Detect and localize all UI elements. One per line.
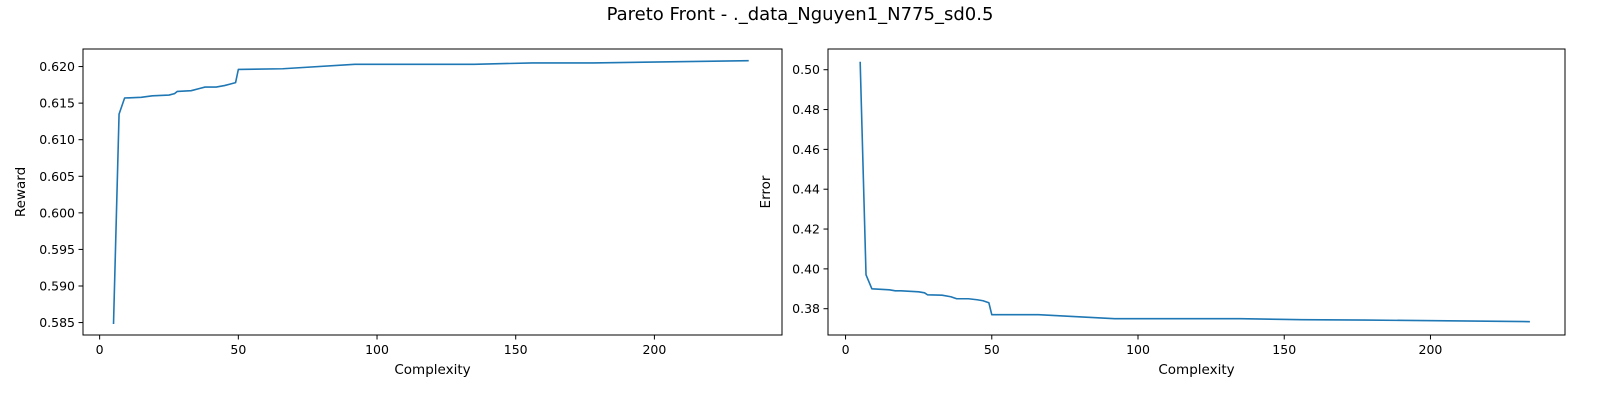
chart-2-y-tick-label: 0.44 bbox=[792, 182, 820, 197]
figure-title: Pareto Front - ._data_Nguyen1_N775_sd0.5 bbox=[606, 4, 994, 25]
chart-1-frame bbox=[82, 48, 783, 336]
chart-2-x-axis-label: Complexity bbox=[1158, 362, 1234, 378]
chart-2-x-tick-label: 50 bbox=[984, 342, 1000, 357]
chart-2-x-tick-label: 150 bbox=[1272, 342, 1296, 357]
chart-1-y-tick-label: 0.590 bbox=[39, 278, 75, 293]
chart-1-x-tick-label: 100 bbox=[365, 342, 389, 357]
chart-1-y-tick-label: 0.620 bbox=[39, 59, 75, 74]
chart-1-y-tick-label: 0.595 bbox=[39, 242, 75, 257]
chart-2-frame bbox=[827, 48, 1566, 336]
chart-1-y-tick-label: 0.585 bbox=[39, 315, 75, 330]
chart-2-y-tick-label: 0.50 bbox=[792, 62, 820, 77]
chart-2-x-tick-label: 200 bbox=[1419, 342, 1443, 357]
chart-1-series-line bbox=[112, 59, 749, 325]
chart-2-y-tick-label: 0.46 bbox=[792, 142, 820, 157]
chart-1-x-tick-label: 200 bbox=[642, 342, 666, 357]
chart-1-y-tick-label: 0.615 bbox=[39, 96, 75, 111]
chart-1-y-tick-label: 0.610 bbox=[39, 132, 75, 147]
chart-1-x-axis-label: Complexity bbox=[394, 362, 470, 378]
chart-2-axes: 0 50 100 150 200 0.38 0.40 0.42 0.44 0.46 0.48 0.50… bbox=[758, 48, 1566, 378]
chart-1-y-axis-label: Reward bbox=[13, 167, 29, 217]
chart-1-x-tick-label: 150 bbox=[504, 342, 528, 357]
chart-2-series-line bbox=[859, 61, 1530, 323]
chart-1-y-tick-label: 0.605 bbox=[39, 169, 75, 184]
chart-2-y-tick-label: 0.48 bbox=[792, 102, 820, 117]
chart-2-y-tick-label: 0.38 bbox=[792, 301, 820, 316]
chart-2-y-axis-label: Error bbox=[758, 175, 774, 208]
chart-2-x-tick-label: 0 bbox=[842, 342, 850, 357]
chart-1-x-tick-label: 50 bbox=[230, 342, 246, 357]
chart-2-y-tick-label: 0.40 bbox=[792, 261, 820, 276]
chart-2-x-tick-label: 100 bbox=[1126, 342, 1150, 357]
chart-1-axes: 0 50 100 150 200 0.585 0.590 0.595 0.600 0.605 0.6… bbox=[13, 48, 783, 378]
chart-2-y-tick-label: 0.42 bbox=[792, 222, 820, 237]
chart-1-y-tick-label: 0.600 bbox=[39, 205, 75, 220]
chart-1-x-tick-label: 0 bbox=[96, 342, 104, 357]
